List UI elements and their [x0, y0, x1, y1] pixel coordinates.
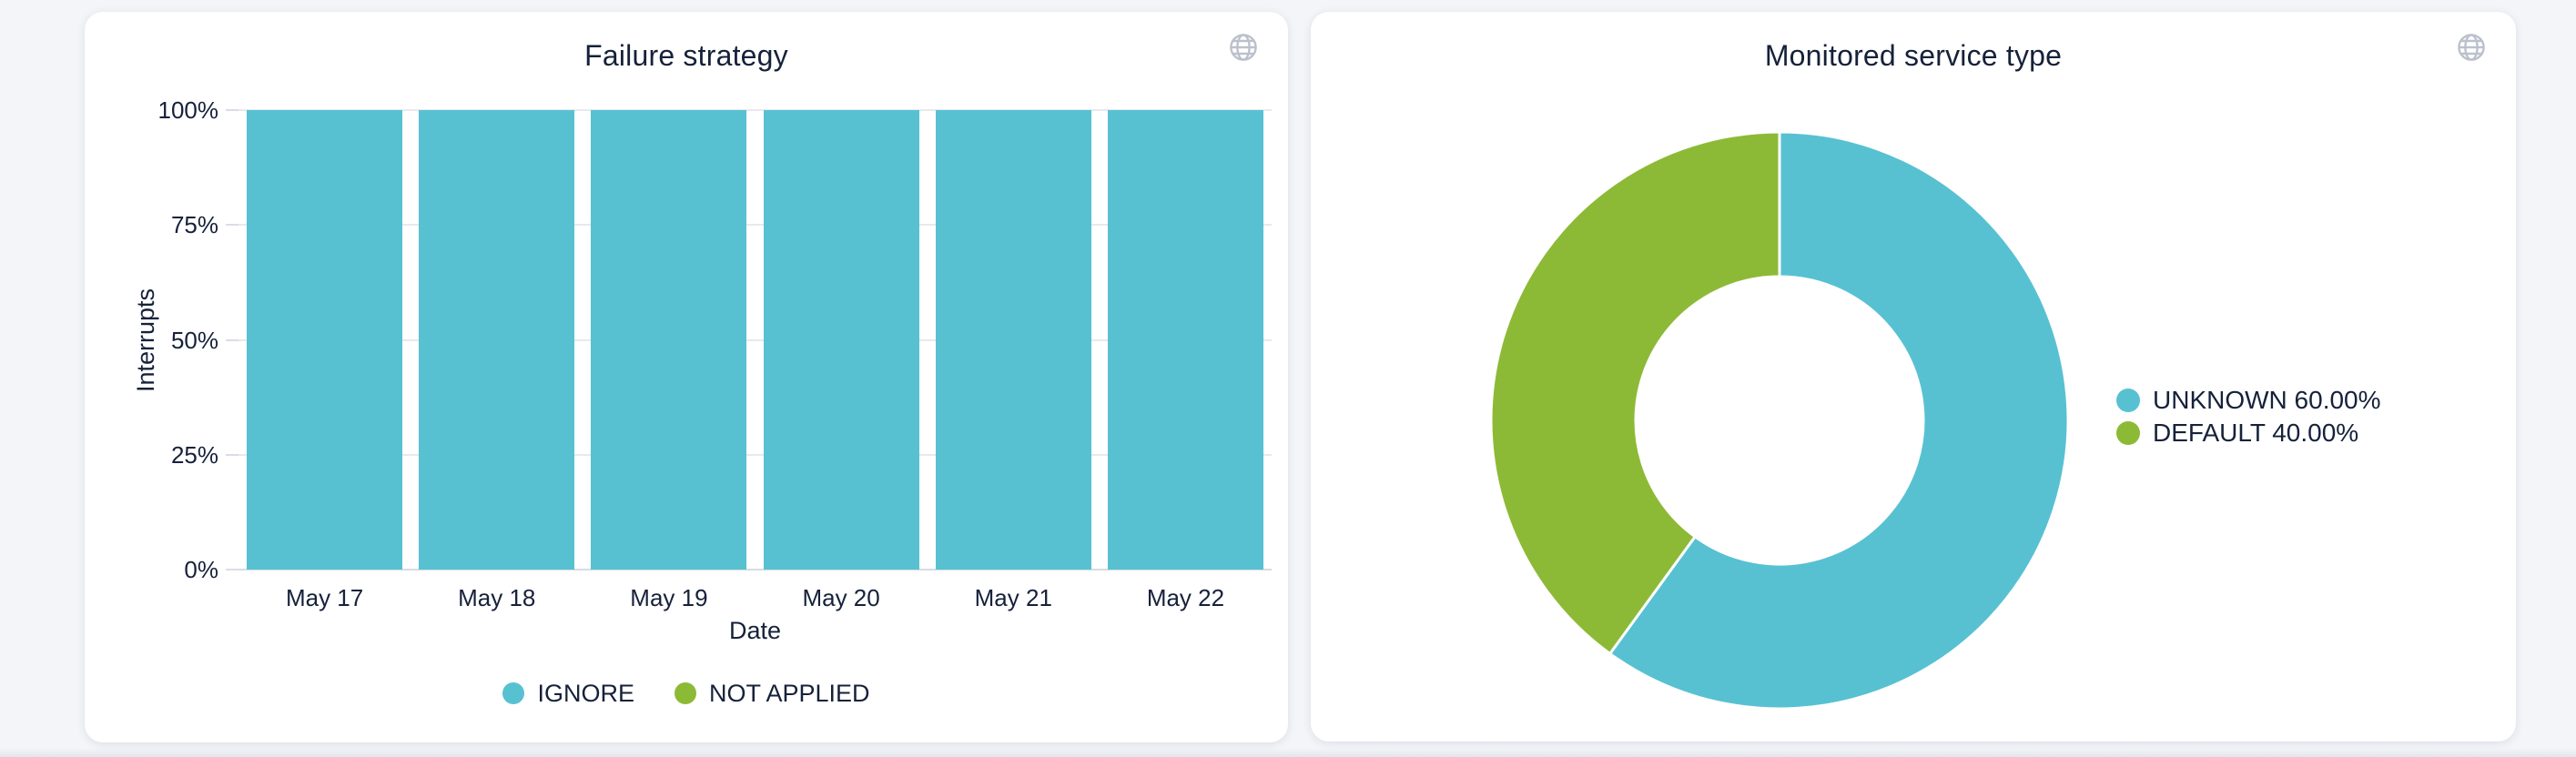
bar-stack — [763, 110, 919, 570]
bar-chart-legend: IGNORE NOT APPLIED — [85, 679, 1288, 708]
card-failure-strategy: Failure strategy Interrupts 0% 25% 50% 75% 1… — [85, 12, 1288, 742]
gridline-25% — [238, 453, 1272, 456]
donut-chart — [1489, 130, 2070, 711]
legend-item-unknown[interactable]: UNKNOWN 60.00% — [2116, 387, 2381, 414]
gridline-0% — [238, 569, 1272, 570]
bar-slot-may-18 — [411, 110, 583, 570]
bar-ignore-may-19 — [591, 110, 747, 570]
bar-stack — [591, 110, 747, 570]
legend-dot — [2116, 421, 2140, 445]
legend-item-not-applied[interactable]: NOT APPLIED — [674, 679, 870, 708]
y-tick-label-100%: 100% — [157, 96, 219, 124]
legend-label: UNKNOWN 60.00% — [2153, 386, 2381, 414]
x-tick-label-may-22: May 22 — [1146, 584, 1225, 611]
y-tick-mark-75% — [226, 224, 238, 227]
bar-ignore-may-17 — [247, 110, 403, 570]
y-tick-label-0%: 0% — [184, 556, 218, 583]
y-tick-mark-0% — [226, 569, 238, 570]
globe-icon — [1230, 34, 1257, 61]
legend-item-ignore[interactable]: IGNORE — [502, 679, 634, 708]
x-tick-label-may-21: May 21 — [974, 584, 1052, 611]
legend-item-default[interactable]: DEFAULT 40.00% — [2116, 419, 2381, 447]
donut-chart-legend: UNKNOWN 60.00% DEFAULT 40.00% — [2116, 387, 2381, 447]
bar-slot-may-20 — [756, 110, 928, 570]
y-tick-label-25%: 25% — [170, 440, 218, 469]
globe-button[interactable] — [2455, 31, 2488, 64]
y-tick-mark-25% — [226, 453, 238, 456]
y-axis-title: Interrupts — [132, 288, 159, 392]
x-tick-label-may-20: May 20 — [802, 584, 880, 611]
donut-slice-default — [1489, 130, 1781, 655]
bar-slot-may-19 — [583, 110, 755, 570]
legend-label: IGNORE — [537, 680, 634, 707]
bars-row — [238, 110, 1272, 570]
y-tick-mark-100% — [226, 109, 238, 111]
gridline-75% — [238, 224, 1272, 227]
y-tick-label-50%: 50% — [170, 326, 218, 354]
chart-title: Failure strategy — [584, 39, 788, 72]
bar-stack — [419, 110, 575, 570]
bar-stack — [935, 110, 1091, 570]
bar-ignore-may-18 — [419, 110, 575, 570]
x-tick-label-may-19: May 19 — [630, 584, 708, 611]
globe-icon — [2458, 34, 2485, 61]
y-tick-mark-50% — [226, 338, 238, 341]
card-monitored-service-type: Monitored service type UNKNOWN 60.00% DEF… — [1311, 12, 2516, 742]
chart-title: Monitored service type — [1764, 39, 2063, 72]
gridline-100% — [238, 109, 1272, 111]
x-axis-labels: May 17 May 18 May 19 May 20 May 21 May 22 — [238, 584, 1272, 611]
x-tick-label-may-18: May 18 — [458, 584, 536, 611]
y-tick-label-75%: 75% — [170, 211, 218, 239]
x-axis-title: Date — [728, 617, 782, 644]
legend-label: DEFAULT 40.00% — [2153, 419, 2359, 447]
bar-stack — [247, 110, 403, 570]
bar-slot-may-21 — [928, 110, 1100, 570]
bar-slot-may-17 — [238, 110, 411, 570]
bar-ignore-may-21 — [935, 110, 1091, 570]
page-bottom-edge — [0, 748, 2576, 757]
x-tick-label-may-17: May 17 — [285, 584, 364, 611]
bar-ignore-may-22 — [1107, 110, 1263, 570]
globe-button[interactable] — [1227, 31, 1260, 64]
bar-slot-may-22 — [1100, 110, 1272, 570]
bar-stack — [1107, 110, 1263, 570]
legend-dot — [674, 682, 696, 704]
bar-plot-area: 0% 25% 50% 75% 100% — [158, 98, 1272, 581]
gridline-50% — [238, 338, 1272, 341]
donut-slice-unknown — [1608, 130, 2070, 711]
bar-ignore-may-20 — [763, 110, 919, 570]
legend-label: NOT APPLIED — [708, 680, 870, 707]
legend-dot — [502, 682, 525, 704]
legend-dot — [2116, 389, 2140, 412]
